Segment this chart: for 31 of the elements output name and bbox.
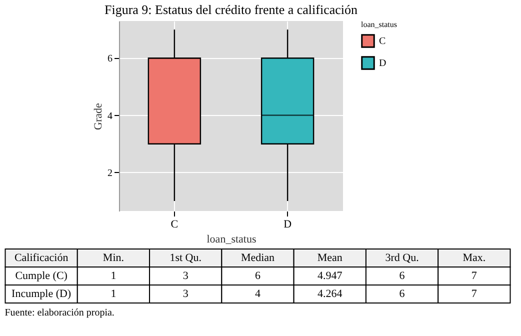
text: 1st Qu. [170, 252, 202, 264]
y-tick-label: 4 [108, 110, 112, 122]
text: Incumple (D) [12, 288, 72, 300]
y-tick-label: 2 [108, 168, 112, 179]
text: 1 [110, 288, 116, 300]
text: 4.264 [318, 288, 343, 300]
text: 7 [471, 288, 478, 300]
text: 6 [399, 270, 406, 282]
text: Min. [102, 252, 124, 264]
text: Max. [462, 252, 486, 264]
text: 7 [471, 270, 478, 282]
text: 3 [182, 270, 189, 282]
y-tick-label: 6 [108, 54, 112, 65]
chart-title: Figura 9: Estatus del crédito frente a calificación [104, 2, 358, 17]
text: Mean [317, 252, 343, 264]
text: Calificación [14, 252, 69, 264]
text: 4.947 [318, 270, 343, 282]
text: 6 [399, 288, 406, 300]
text: Cumple (C) [15, 270, 68, 282]
y-axis-title: Grade [92, 102, 104, 130]
text: 6 [255, 270, 261, 282]
legend-title: loan_status [361, 20, 397, 29]
legend-label: D [379, 58, 386, 69]
text: Median [240, 252, 276, 264]
x-axis-title: loan_status [206, 234, 256, 246]
text: 1 [110, 270, 116, 282]
text: 4 [255, 288, 261, 300]
legend-label: C [379, 36, 386, 47]
source-note: Fuente: elaboración propia. [4, 308, 114, 318]
text: 3 [182, 288, 189, 300]
text: 3rd Qu. [385, 252, 420, 264]
